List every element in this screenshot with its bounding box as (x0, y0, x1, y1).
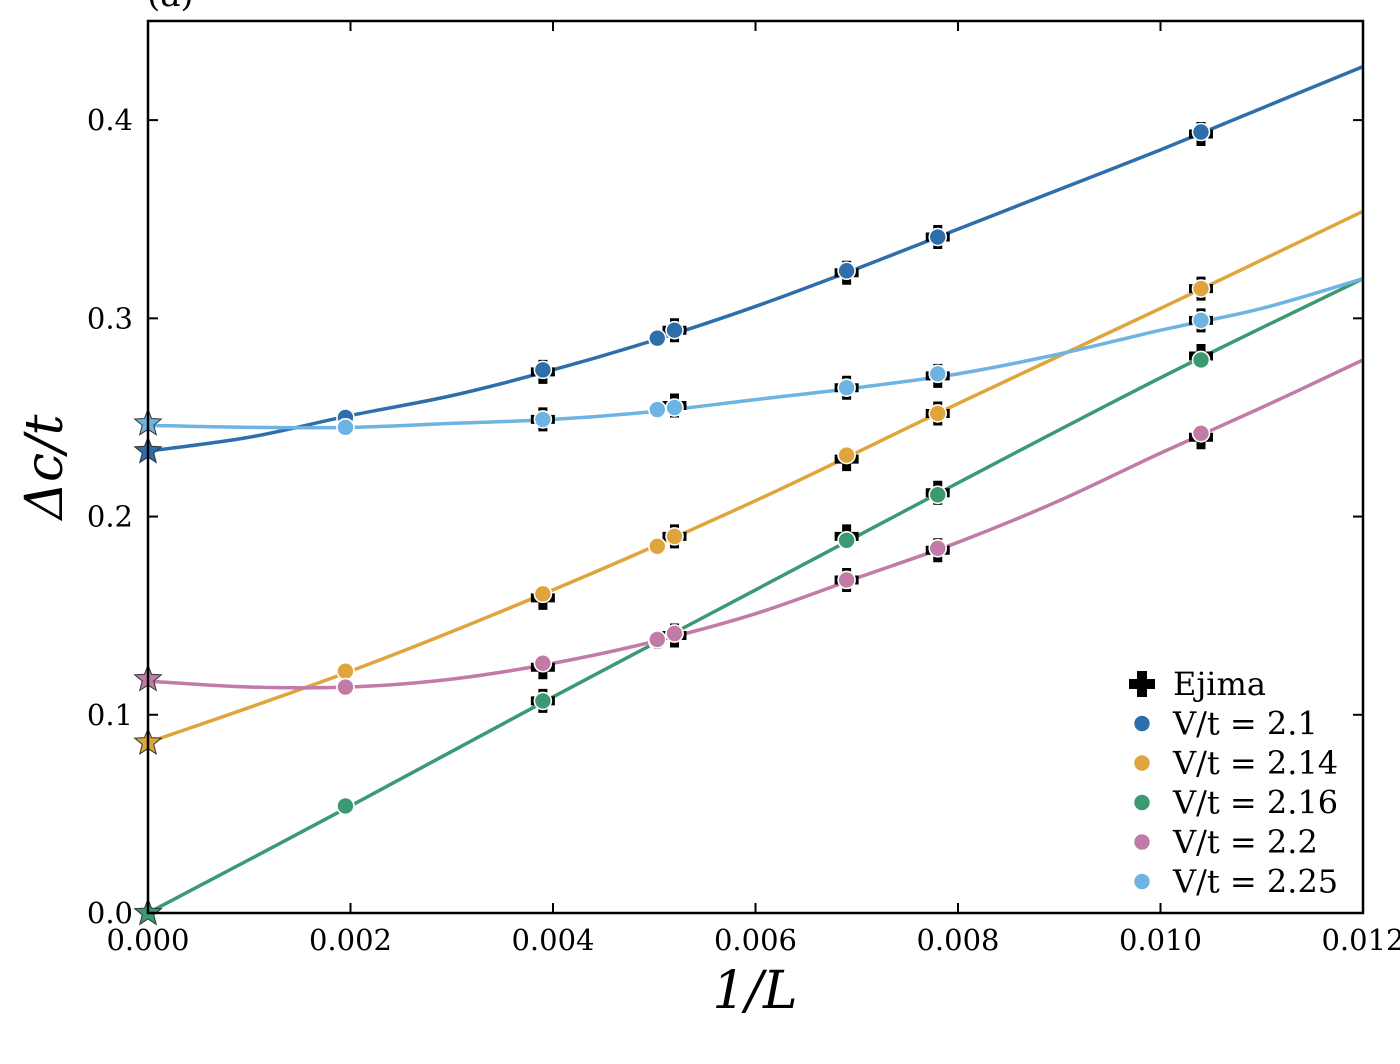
data-point (1191, 311, 1211, 330)
x-tick-label: 0.002 (309, 923, 392, 957)
x-axis-label: 1/L (712, 961, 797, 1021)
data-point (837, 445, 856, 465)
y-tick-label: 0.0 (87, 896, 133, 930)
data-point (336, 796, 355, 816)
data-point (1191, 350, 1211, 370)
fit-line (148, 64, 1363, 453)
data-point (336, 661, 355, 681)
panel-tag: (a) (147, 0, 194, 15)
legend-label: V/t = 2.14 (1172, 744, 1338, 782)
y-tick-label: 0.4 (87, 103, 133, 137)
data-point (928, 485, 948, 505)
legend-label: V/t = 2.2 (1172, 823, 1318, 861)
tick-labels: 0.000 0.002 0.004 0.006 0.008 0.010 0.012 0.0 0.… (87, 103, 1400, 957)
x-tick-label: 0.012 (1321, 923, 1400, 957)
data-point (336, 418, 355, 437)
legend-marker (1132, 753, 1152, 773)
data-point (647, 400, 667, 419)
data-point (837, 570, 856, 590)
data-point (1191, 424, 1211, 443)
data-point (837, 378, 856, 398)
legend-ejima-marker (1129, 671, 1155, 697)
x-tick-label: 0.010 (1119, 923, 1202, 957)
x-tick-label: 0.006 (714, 923, 797, 957)
data-point (1191, 122, 1211, 142)
data-point (837, 531, 856, 550)
data-point (665, 320, 684, 340)
reference-markers (530, 121, 1213, 713)
x-tick-label: 0.004 (511, 923, 594, 957)
data-point (928, 538, 948, 558)
data-point (928, 404, 948, 423)
data-point (533, 410, 553, 429)
y-tick-label: 0.3 (87, 301, 133, 335)
fit-line (148, 209, 1363, 745)
data-point (647, 630, 667, 649)
y-tick-label: 0.1 (87, 698, 133, 732)
legend-marker (1132, 832, 1152, 852)
fit-line (148, 358, 1363, 690)
data-point (647, 328, 667, 348)
legend-label: V/t = 2.1 (1172, 705, 1318, 743)
y-axis-label: Δc/t (15, 414, 75, 521)
data-point (533, 691, 553, 711)
legend-ejima-label: Ejima (1173, 665, 1266, 703)
data-point (533, 653, 553, 673)
data-point (1191, 279, 1211, 298)
data-point (533, 360, 553, 380)
legend-label: V/t = 2.16 (1172, 784, 1338, 822)
legend-marker (1132, 793, 1152, 812)
fit-line (148, 277, 1363, 430)
data-point (336, 677, 355, 697)
data-point (665, 624, 684, 643)
data-point (647, 536, 667, 556)
legend-marker (1132, 714, 1152, 733)
data-point (928, 364, 948, 384)
data-point (533, 584, 553, 604)
y-tick-label: 0.2 (87, 500, 133, 534)
legend-marker (1132, 872, 1152, 891)
data-point (665, 398, 684, 417)
x-tick-label: 0.000 (106, 923, 189, 957)
data-points (133, 122, 1211, 926)
x-tick-label: 0.008 (916, 923, 999, 957)
plot-frame (146, 19, 1365, 915)
legend-label: V/t = 2.25 (1172, 863, 1338, 901)
data-point (837, 261, 856, 281)
data-point (928, 227, 948, 247)
data-point (665, 527, 684, 546)
